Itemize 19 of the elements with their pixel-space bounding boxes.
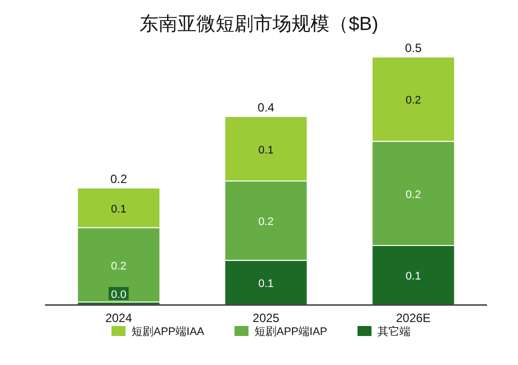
x-tick-label: 2026E — [396, 311, 431, 325]
data-label: 0.1 — [111, 203, 126, 216]
total-label: 0.5 — [404, 41, 422, 55]
data-label: 0.2 — [258, 216, 274, 228]
data-label: 0.2 — [406, 188, 421, 201]
legend-label: 其它端 — [378, 325, 410, 338]
total-label: 0.2 — [110, 172, 128, 186]
x-tick-label: 2025 — [252, 311, 280, 325]
data-label: 0.2 — [406, 94, 421, 107]
legend-label: 短剧APP端IAP — [254, 325, 328, 338]
x-tick-label: 2024 — [105, 311, 132, 325]
data-label: 0.1 — [258, 144, 274, 156]
data-label: 0.1 — [406, 270, 421, 283]
data-label: 0.0 — [111, 289, 126, 302]
total-label: 0.4 — [258, 100, 275, 115]
legend-label: 短剧APP端IAA — [132, 325, 205, 338]
data-label: 0.1 — [258, 278, 274, 290]
chart-title: 东南亚微短剧市场规模（$B) — [140, 13, 378, 35]
data-label: 0.2 — [111, 260, 126, 272]
